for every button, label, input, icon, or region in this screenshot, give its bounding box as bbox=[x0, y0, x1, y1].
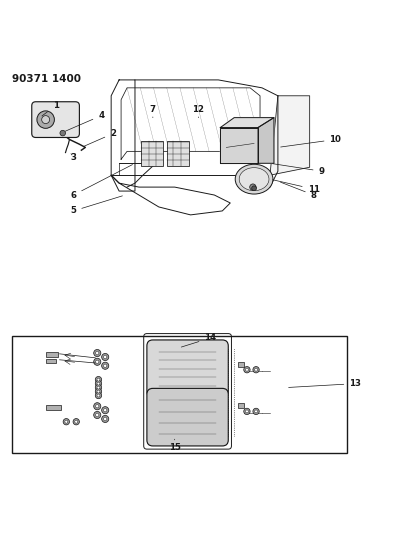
Polygon shape bbox=[220, 127, 258, 163]
Circle shape bbox=[244, 367, 250, 373]
Text: 13: 13 bbox=[289, 379, 361, 388]
Circle shape bbox=[97, 378, 100, 381]
Circle shape bbox=[102, 353, 109, 361]
Circle shape bbox=[102, 407, 109, 414]
Text: 15: 15 bbox=[169, 439, 181, 451]
Text: 90371 1400: 90371 1400 bbox=[12, 74, 81, 84]
Text: 3: 3 bbox=[70, 153, 77, 162]
Bar bbox=[46, 405, 61, 410]
Circle shape bbox=[254, 410, 258, 413]
Text: 5: 5 bbox=[71, 196, 122, 215]
Bar bbox=[141, 141, 163, 166]
Circle shape bbox=[94, 358, 101, 365]
Circle shape bbox=[104, 409, 107, 412]
Circle shape bbox=[96, 351, 99, 354]
Text: 10: 10 bbox=[281, 135, 341, 147]
FancyBboxPatch shape bbox=[32, 102, 79, 138]
Text: 12: 12 bbox=[193, 105, 204, 118]
Circle shape bbox=[104, 364, 107, 367]
Circle shape bbox=[102, 362, 109, 369]
Circle shape bbox=[65, 421, 68, 423]
Ellipse shape bbox=[235, 164, 273, 194]
Circle shape bbox=[37, 111, 54, 128]
Circle shape bbox=[252, 186, 256, 191]
Circle shape bbox=[73, 418, 79, 425]
Text: 11: 11 bbox=[273, 180, 320, 193]
Text: 1: 1 bbox=[42, 101, 59, 116]
Circle shape bbox=[95, 376, 102, 383]
Circle shape bbox=[94, 350, 101, 357]
Circle shape bbox=[245, 410, 249, 413]
Circle shape bbox=[97, 386, 100, 389]
Circle shape bbox=[253, 408, 259, 415]
Circle shape bbox=[245, 368, 249, 371]
Circle shape bbox=[75, 421, 78, 423]
Circle shape bbox=[97, 382, 100, 385]
Bar bbox=[238, 403, 244, 408]
Circle shape bbox=[250, 184, 256, 190]
Text: 6: 6 bbox=[70, 165, 133, 199]
Circle shape bbox=[96, 360, 99, 364]
Text: 14: 14 bbox=[181, 334, 216, 347]
Circle shape bbox=[94, 411, 101, 418]
Bar bbox=[46, 359, 56, 362]
Bar bbox=[238, 362, 244, 367]
Circle shape bbox=[63, 418, 69, 425]
Ellipse shape bbox=[239, 168, 269, 191]
Text: 4: 4 bbox=[65, 111, 104, 131]
Circle shape bbox=[95, 384, 102, 391]
FancyBboxPatch shape bbox=[147, 340, 228, 398]
Bar bbox=[12, 336, 347, 453]
Circle shape bbox=[96, 414, 99, 417]
Polygon shape bbox=[258, 118, 274, 163]
Polygon shape bbox=[270, 96, 310, 175]
Polygon shape bbox=[220, 118, 274, 127]
Circle shape bbox=[244, 408, 250, 415]
Circle shape bbox=[95, 392, 102, 399]
Circle shape bbox=[104, 417, 107, 421]
Circle shape bbox=[95, 389, 102, 395]
Circle shape bbox=[97, 390, 100, 393]
Circle shape bbox=[104, 356, 107, 359]
Text: 8: 8 bbox=[281, 182, 317, 199]
Text: 7: 7 bbox=[150, 105, 156, 118]
Circle shape bbox=[95, 381, 102, 387]
FancyBboxPatch shape bbox=[147, 389, 228, 446]
Text: 2: 2 bbox=[84, 129, 116, 146]
Bar bbox=[167, 141, 189, 166]
Bar bbox=[46, 352, 58, 357]
Circle shape bbox=[253, 367, 259, 373]
Circle shape bbox=[96, 405, 99, 408]
Circle shape bbox=[60, 131, 66, 136]
Circle shape bbox=[102, 415, 109, 423]
Circle shape bbox=[254, 368, 258, 371]
Text: 9: 9 bbox=[273, 164, 325, 176]
Circle shape bbox=[97, 394, 100, 397]
Circle shape bbox=[94, 402, 101, 410]
Circle shape bbox=[42, 116, 50, 124]
